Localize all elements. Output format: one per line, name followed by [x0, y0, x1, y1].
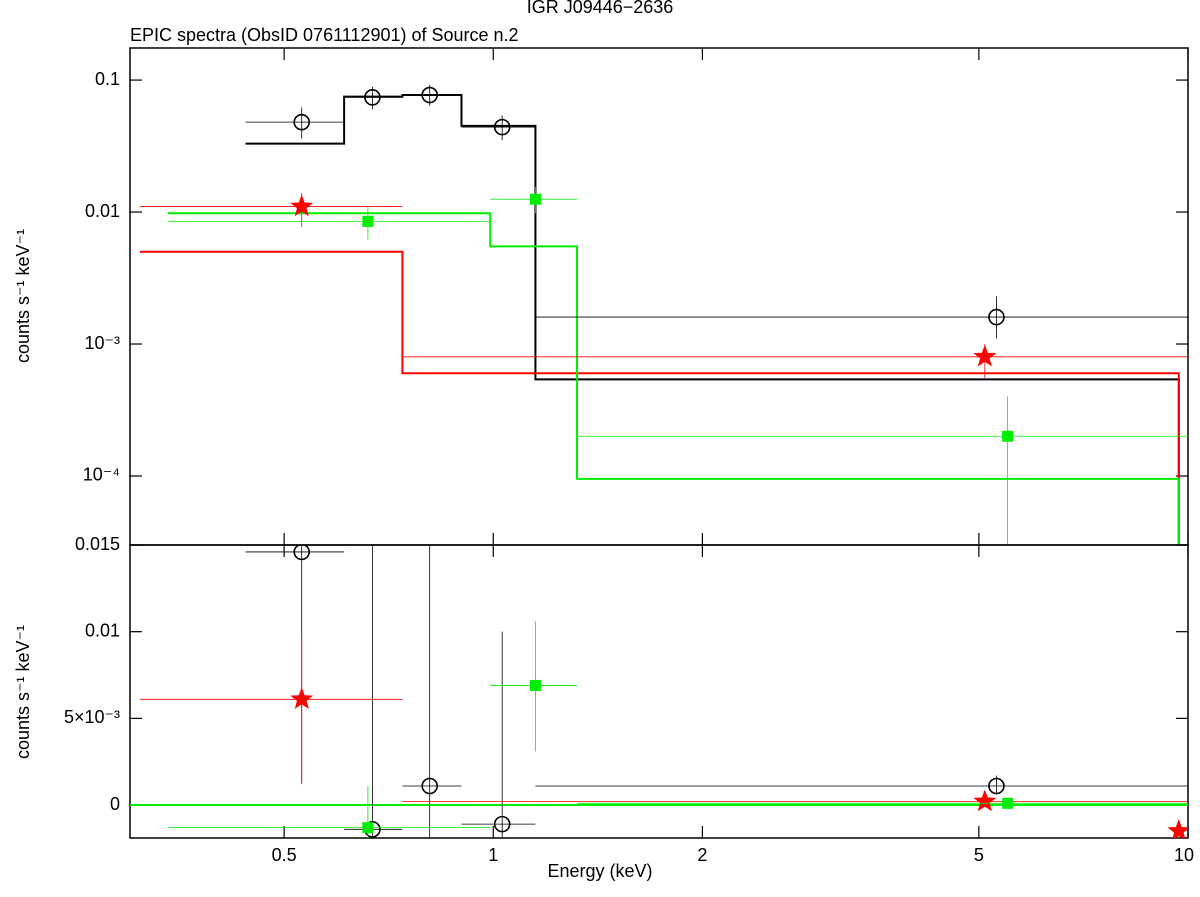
data-point — [973, 344, 997, 367]
plot-frame — [129, 544, 1189, 839]
x-tick-label: 1 — [488, 845, 498, 865]
data-point — [529, 679, 541, 691]
data-point — [988, 308, 1005, 326]
data-point — [1167, 819, 1188, 838]
data-point — [988, 777, 1005, 795]
data-point — [421, 777, 438, 795]
model-step — [139, 250, 1180, 545]
x-tick-label: 2 — [697, 845, 707, 865]
data-point — [362, 215, 374, 227]
y-tick-label: 0.1 — [95, 69, 120, 89]
y-axis-label: counts s⁻¹ keV⁻¹ — [13, 625, 33, 759]
x-axis-label: Energy (keV) — [547, 861, 652, 881]
y-tick-label: 0.01 — [85, 620, 120, 640]
x-tick-label: 10 — [1174, 845, 1194, 865]
data-point — [1002, 430, 1014, 442]
x-tick-label: 0.5 — [272, 845, 297, 865]
model-step — [245, 94, 1180, 545]
data-point — [293, 113, 311, 131]
y-tick-label: 0.01 — [85, 201, 120, 221]
y-tick-label: 5×10⁻³ — [64, 707, 120, 727]
y-tick-label: 0 — [110, 794, 120, 814]
plot-frame — [129, 47, 1189, 546]
data-point — [421, 86, 438, 104]
data-point — [290, 194, 314, 217]
x-tick-label: 5 — [974, 845, 984, 865]
y-tick-label: 10⁻³ — [84, 333, 120, 353]
data-point — [364, 89, 381, 106]
data-point — [293, 545, 311, 561]
data-point — [493, 118, 511, 136]
y-tick-label: 10⁻⁴ — [83, 465, 120, 485]
plot-area — [139, 84, 1188, 545]
chart-subtitle: EPIC spectra (ObsID 0761112901) of Sourc… — [130, 25, 519, 45]
data-point — [290, 687, 314, 709]
y-tick-label: 0.015 — [75, 534, 120, 554]
chart-title: IGR J09446−2636 — [527, 0, 674, 17]
y-axis-label: counts s⁻¹ keV⁻¹ — [13, 229, 33, 363]
data-point — [1002, 797, 1014, 809]
data-point — [529, 193, 541, 205]
data-point — [493, 815, 511, 833]
data-point — [973, 789, 997, 812]
data-point — [362, 822, 374, 834]
plot-area — [130, 545, 1188, 838]
model-step — [167, 212, 1180, 545]
